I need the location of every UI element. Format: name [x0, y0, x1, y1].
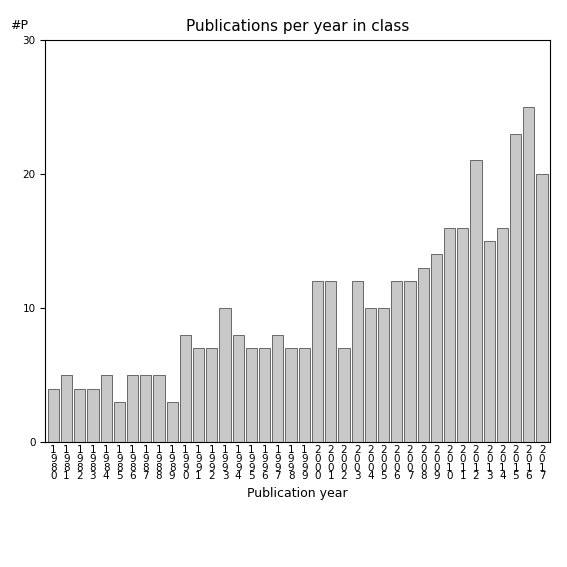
- Bar: [153, 375, 164, 442]
- Bar: [140, 375, 151, 442]
- Bar: [378, 308, 389, 442]
- Bar: [193, 348, 204, 442]
- Bar: [272, 335, 284, 442]
- Bar: [206, 348, 217, 442]
- Bar: [74, 388, 85, 442]
- X-axis label: Publication year: Publication year: [247, 487, 348, 500]
- Bar: [299, 348, 310, 442]
- Bar: [312, 281, 323, 442]
- Bar: [127, 375, 138, 442]
- Bar: [484, 241, 495, 442]
- Bar: [391, 281, 403, 442]
- Bar: [444, 227, 455, 442]
- Bar: [219, 308, 231, 442]
- Bar: [471, 160, 481, 442]
- Bar: [114, 402, 125, 442]
- Bar: [61, 375, 72, 442]
- Bar: [404, 281, 416, 442]
- Bar: [285, 348, 297, 442]
- Bar: [510, 134, 521, 442]
- Bar: [259, 348, 270, 442]
- Bar: [536, 174, 548, 442]
- Bar: [497, 227, 508, 442]
- Bar: [417, 268, 429, 442]
- Bar: [338, 348, 349, 442]
- Bar: [457, 227, 468, 442]
- Bar: [48, 388, 59, 442]
- Bar: [325, 281, 336, 442]
- Bar: [523, 107, 535, 442]
- Bar: [365, 308, 376, 442]
- Bar: [431, 255, 442, 442]
- Bar: [352, 281, 363, 442]
- Bar: [232, 335, 244, 442]
- Bar: [180, 335, 191, 442]
- Bar: [167, 402, 178, 442]
- Bar: [246, 348, 257, 442]
- Bar: [87, 388, 99, 442]
- Text: #P: #P: [10, 19, 28, 32]
- Title: Publications per year in class: Publications per year in class: [186, 19, 409, 35]
- Bar: [100, 375, 112, 442]
